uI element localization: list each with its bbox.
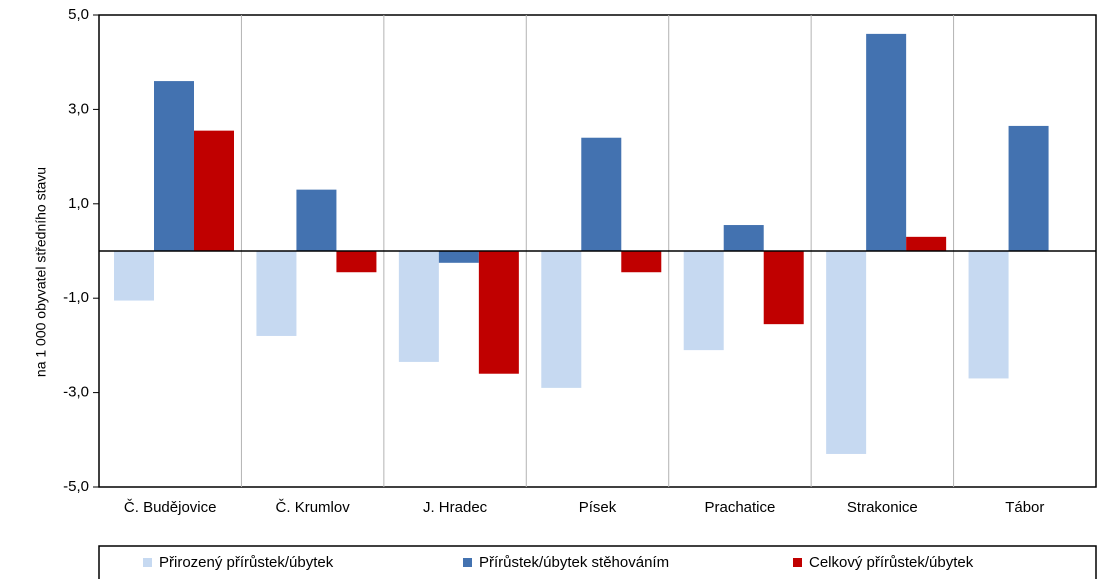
bar-2-7 <box>1008 125 1049 251</box>
axes <box>93 14 1096 488</box>
category-label: Strakonice <box>847 499 918 516</box>
bar-3-4 <box>621 251 662 273</box>
bar-2-1 <box>154 81 194 251</box>
bar-2-6 <box>866 33 907 251</box>
legend-swatch <box>143 558 152 567</box>
bar-1-7 <box>968 251 1009 379</box>
bar-1-4 <box>541 251 582 388</box>
category-label: Č. Krumlov <box>276 499 351 516</box>
y-tick-label: -5,0 <box>63 478 89 495</box>
y-tick-labels: 5,0 3,0 1,0 -1,0 -3,0 -5,0 <box>63 6 89 495</box>
bar-1-5 <box>683 251 724 351</box>
y-tick-label: 3,0 <box>68 100 89 117</box>
legend-label: Přírůstek/úbytek stěhováním <box>479 554 669 571</box>
category-label: Tábor <box>1005 499 1044 516</box>
y-tick-label: -1,0 <box>63 289 89 306</box>
legend-box <box>98 545 1097 584</box>
category-label: Č. Budějovice <box>124 499 217 516</box>
bar-3-1 <box>194 130 234 251</box>
bar-1-3 <box>398 251 439 362</box>
legend: Přirozený přírůstek/úbytek Přírůstek/úbyt… <box>98 545 1097 584</box>
y-tick-label: 1,0 <box>68 195 89 212</box>
bar-2-4 <box>581 137 622 251</box>
bars <box>114 33 1049 454</box>
y-tick-label: 5,0 <box>68 6 89 23</box>
bar-3-2 <box>336 251 377 273</box>
bar-2-5 <box>723 225 764 251</box>
legend-label: Přirozený přírůstek/úbytek <box>159 554 334 571</box>
bar-3-3 <box>478 251 519 374</box>
bar-1-6 <box>826 251 867 454</box>
category-label: J. Hradec <box>423 499 488 516</box>
category-label: Prachatice <box>704 499 775 516</box>
bar-3-5 <box>763 251 804 325</box>
bar-1-2 <box>256 251 297 336</box>
y-tick-label: -3,0 <box>63 384 89 401</box>
category-labels: Č. Budějovice Č. Krumlov J. Hradec Písek Pra… <box>124 499 1044 516</box>
legend-swatch <box>463 558 472 567</box>
bar-1-1 <box>114 251 154 301</box>
bar-2-3 <box>438 251 479 263</box>
y-axis-label: na 1 000 obyvatel středního stavu <box>33 167 49 377</box>
legend-label: Celkový přírůstek/úbytek <box>809 554 974 571</box>
bar-2-2 <box>296 189 337 251</box>
category-label: Písek <box>579 499 617 516</box>
legend-swatch <box>793 558 802 567</box>
bar-3-6 <box>906 236 947 251</box>
